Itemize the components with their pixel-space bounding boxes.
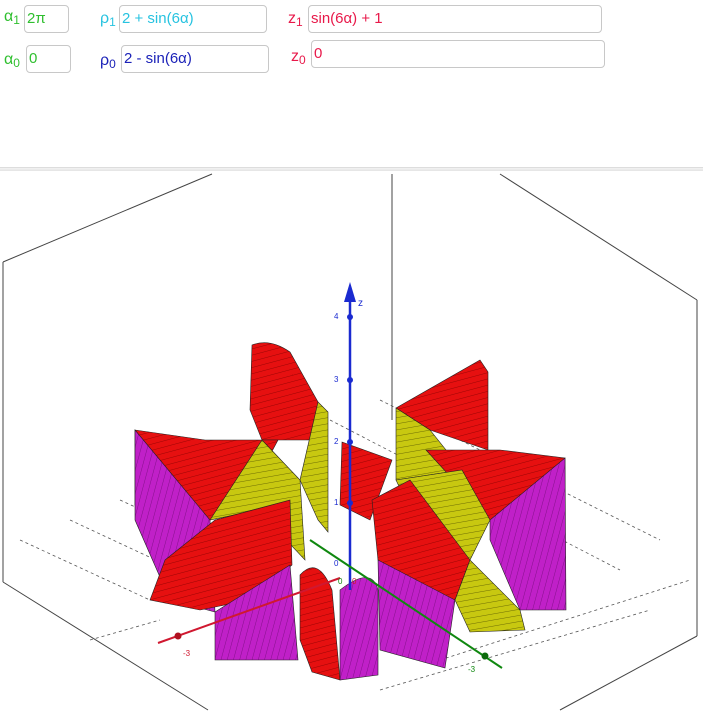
alpha0-label: α0 xyxy=(4,51,20,70)
z-tick-2: 2 xyxy=(334,437,339,446)
rho0-label: ρ0 xyxy=(100,52,116,71)
z0-input[interactable]: 0 xyxy=(311,40,605,68)
y-tick-minus3: -3 xyxy=(468,665,476,674)
z-tick-1: 1 xyxy=(334,498,339,507)
z-axis-label: z xyxy=(358,298,363,309)
rho1-input[interactable]: 2 + sin(6α) xyxy=(119,5,267,33)
alpha1-input[interactable]: 2π xyxy=(24,5,69,33)
x-tick-minus3: -3 xyxy=(183,649,191,658)
z1-label: z1 xyxy=(288,10,303,29)
bounding-box xyxy=(2,173,698,711)
rho1-label: ρ1 xyxy=(100,10,116,29)
z-tick-3: 3 xyxy=(334,375,339,384)
z1-input[interactable]: sin(6α) + 1 xyxy=(308,5,602,33)
z0-field: z0 xyxy=(291,48,306,69)
origin-label-y: 0 xyxy=(338,577,343,586)
origin-label-x: 0 xyxy=(352,577,357,586)
z0-label: z0 xyxy=(291,48,306,67)
alpha0-field: α0 xyxy=(4,51,20,72)
rho0-field: ρ0 xyxy=(100,52,116,73)
rho1-field: ρ1 xyxy=(100,10,116,31)
z1-field: z1 xyxy=(288,10,303,31)
z-tick-4: 4 xyxy=(334,312,339,321)
rho0-input[interactable]: 2 - sin(6α) xyxy=(121,45,269,73)
graphics-3d-view[interactable]: z 4 3 2 1 -3 -3 0 0 0 xyxy=(0,171,703,713)
alpha0-input[interactable]: 0 xyxy=(26,45,71,73)
alpha1-field: α1 xyxy=(4,8,20,29)
view-divider[interactable] xyxy=(0,167,703,171)
origin-label-z: 0 xyxy=(334,559,339,568)
alpha1-label: α1 xyxy=(4,8,20,27)
axis-points xyxy=(174,314,489,660)
surface-sectors xyxy=(134,342,567,681)
